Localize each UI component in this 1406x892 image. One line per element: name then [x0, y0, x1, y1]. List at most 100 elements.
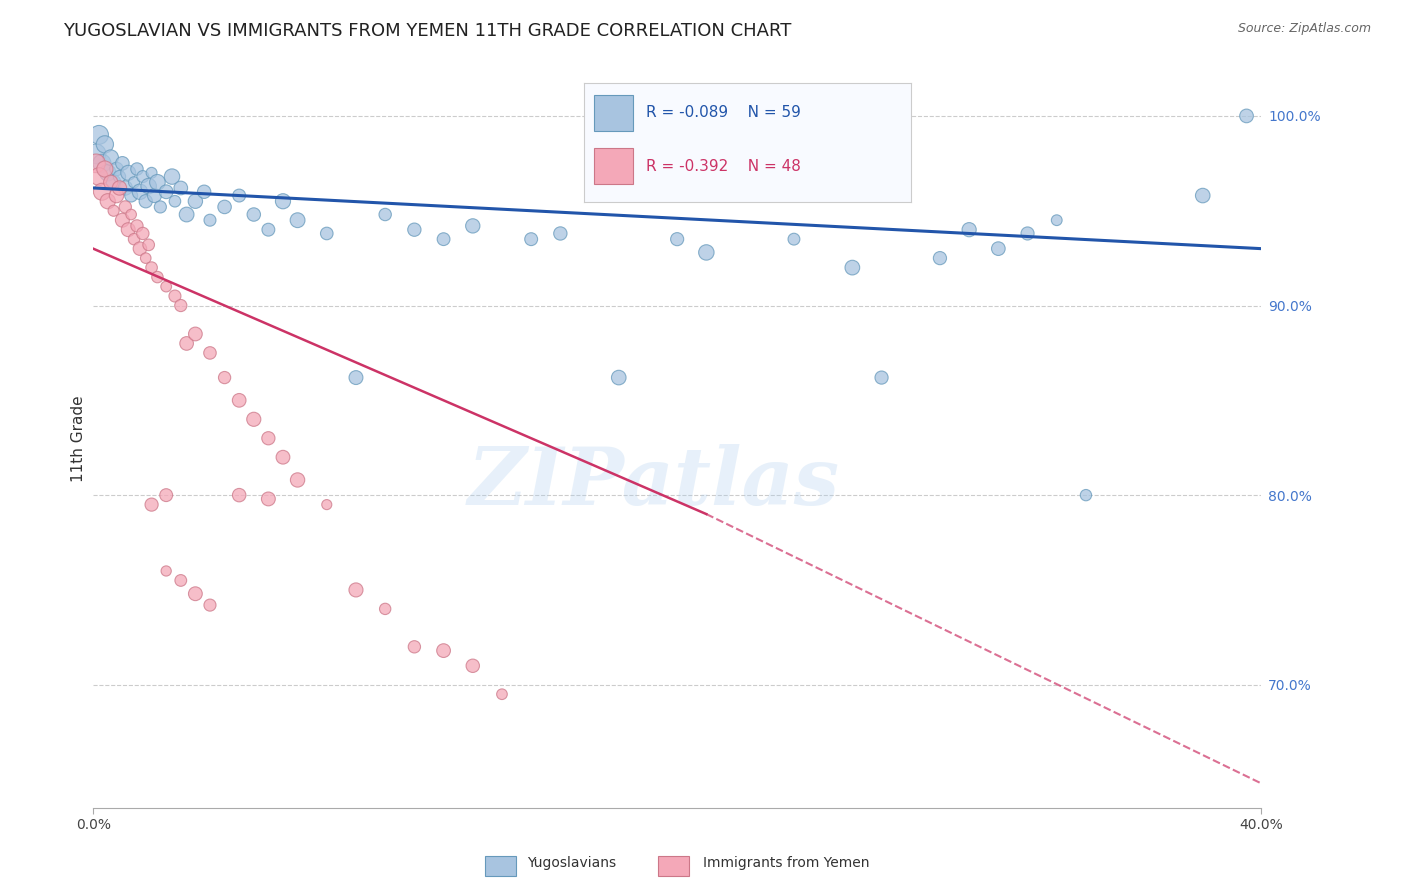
- Point: [132, 169, 155, 184]
- Point: [163, 289, 186, 303]
- Point: [214, 200, 236, 214]
- Point: [100, 151, 122, 165]
- Point: [374, 602, 396, 616]
- Text: Immigrants from Yemen: Immigrants from Yemen: [703, 856, 869, 871]
- Point: [84, 146, 107, 161]
- Point: [120, 207, 142, 221]
- Point: [242, 412, 264, 426]
- Point: [155, 564, 177, 578]
- Point: [149, 200, 172, 214]
- Point: [176, 207, 198, 221]
- Point: [122, 232, 145, 246]
- Point: [783, 232, 806, 246]
- Point: [146, 270, 169, 285]
- Point: [184, 587, 207, 601]
- Point: [257, 431, 280, 445]
- Point: [1236, 109, 1258, 123]
- Point: [117, 166, 139, 180]
- Point: [929, 251, 952, 265]
- Point: [257, 222, 280, 236]
- Point: [97, 166, 120, 180]
- Point: [129, 185, 152, 199]
- Point: [176, 336, 198, 351]
- Point: [84, 156, 107, 170]
- Point: [155, 279, 177, 293]
- Point: [1046, 213, 1069, 227]
- Point: [91, 185, 114, 199]
- Point: [193, 185, 215, 199]
- Point: [344, 582, 367, 597]
- Point: [138, 237, 160, 252]
- Point: [520, 232, 543, 246]
- Point: [111, 213, 134, 227]
- Point: [315, 498, 337, 512]
- Point: [170, 299, 193, 313]
- Point: [114, 181, 136, 195]
- Point: [120, 188, 142, 202]
- Point: [374, 207, 396, 221]
- Text: Yugoslavians: Yugoslavians: [527, 856, 616, 871]
- Point: [228, 188, 250, 202]
- Point: [125, 219, 148, 233]
- Point: [1191, 188, 1213, 202]
- Text: ZIPatlas: ZIPatlas: [468, 444, 839, 521]
- Point: [105, 188, 128, 202]
- Point: [87, 169, 110, 184]
- Point: [184, 194, 207, 209]
- Point: [550, 227, 572, 241]
- Point: [461, 658, 484, 673]
- Point: [404, 222, 426, 236]
- Point: [122, 175, 145, 189]
- Point: [160, 169, 183, 184]
- Point: [94, 161, 117, 176]
- Point: [987, 242, 1010, 256]
- Point: [271, 194, 294, 209]
- Point: [184, 326, 207, 341]
- Point: [117, 222, 139, 236]
- Point: [432, 643, 454, 657]
- Point: [461, 219, 484, 233]
- Point: [135, 251, 157, 265]
- Text: Source: ZipAtlas.com: Source: ZipAtlas.com: [1237, 22, 1371, 36]
- Point: [404, 640, 426, 654]
- Point: [271, 450, 294, 465]
- Point: [491, 687, 513, 701]
- Point: [87, 128, 110, 142]
- Point: [97, 194, 120, 209]
- Point: [143, 188, 166, 202]
- Point: [141, 260, 163, 275]
- Point: [108, 169, 131, 184]
- Point: [111, 156, 134, 170]
- Point: [155, 185, 177, 199]
- Point: [91, 156, 114, 170]
- Point: [287, 473, 309, 487]
- Point: [432, 232, 454, 246]
- Y-axis label: 11th Grade: 11th Grade: [72, 395, 86, 482]
- Point: [103, 175, 125, 189]
- Point: [242, 207, 264, 221]
- Point: [94, 137, 117, 152]
- Point: [100, 175, 122, 189]
- Point: [146, 175, 169, 189]
- Point: [666, 232, 689, 246]
- Point: [257, 491, 280, 506]
- Point: [132, 227, 155, 241]
- Text: YUGOSLAVIAN VS IMMIGRANTS FROM YEMEN 11TH GRADE CORRELATION CHART: YUGOSLAVIAN VS IMMIGRANTS FROM YEMEN 11T…: [63, 22, 792, 40]
- Point: [170, 181, 193, 195]
- Point: [114, 200, 136, 214]
- Point: [214, 370, 236, 384]
- Point: [129, 242, 152, 256]
- Point: [1017, 227, 1039, 241]
- Point: [198, 213, 221, 227]
- Point: [141, 166, 163, 180]
- Point: [870, 370, 893, 384]
- Point: [135, 194, 157, 209]
- Point: [108, 181, 131, 195]
- Point: [163, 194, 186, 209]
- Point: [228, 488, 250, 502]
- Point: [957, 222, 980, 236]
- Point: [841, 260, 863, 275]
- Point: [607, 370, 630, 384]
- Point: [198, 598, 221, 612]
- Point: [170, 574, 193, 588]
